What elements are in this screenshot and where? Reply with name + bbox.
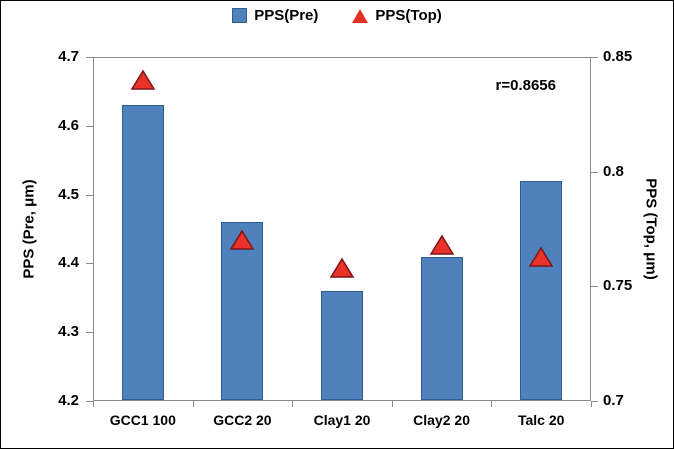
left-axis-tick-label: 4.3 [58, 323, 79, 341]
category-label: Talc 20 [517, 412, 565, 428]
left-axis-tick [86, 125, 93, 127]
legend-item-top: PPS(Top) [352, 7, 442, 24]
triangle-marker-Talc 20 [528, 246, 554, 267]
left-axis-tick-label: 4.4 [58, 254, 79, 272]
bottom-axis-tick [591, 401, 592, 407]
legend-item-pre: PPS(Pre) [232, 7, 318, 24]
right-axis-tick-label: 0.8 [603, 162, 624, 180]
left-axis-tick [86, 332, 93, 334]
category-label: Clay1 20 [313, 412, 371, 428]
legend: PPS(Pre) PPS(Top) [1, 7, 673, 24]
left-axis-tick-label: 4.2 [58, 392, 79, 409]
bar-GCC1 100 [121, 105, 164, 400]
bottom-axis-tick [93, 401, 94, 407]
left-axis-tick-label: 4.5 [58, 185, 79, 203]
left-axis-tick-label: 4.7 [58, 48, 79, 65]
right-axis-tick [591, 286, 598, 288]
right-axis-tick-label: 0.7 [603, 392, 624, 409]
legend-pre-label: PPS(Pre) [254, 7, 319, 24]
left-axis-tick [86, 194, 93, 196]
category-label: GCC2 20 [213, 412, 272, 428]
left-axis-tick-label: 4.6 [58, 116, 79, 134]
category-label: Clay2 20 [413, 412, 470, 428]
right-axis-tick-label: 0.85 [603, 48, 633, 65]
triangle-marker-GCC2 20 [230, 230, 255, 251]
bottom-axis-tick [491, 401, 493, 407]
right-axis-tick-label: 0.75 [603, 277, 633, 295]
bottom-axis-tick [292, 401, 294, 407]
correlation-annotation: r=0.8656 [495, 77, 556, 94]
left-axis-tick [86, 401, 93, 402]
legend-top-label: PPS(Top) [375, 7, 442, 24]
right-axis-title: PPS (Top, μm) [642, 178, 660, 280]
left-axis-tick [86, 57, 93, 58]
bar-Clay1 20 [321, 290, 363, 400]
right-axis-tick [591, 57, 598, 58]
triangle-marker-Clay1 20 [329, 257, 355, 278]
bar-Clay2 20 [420, 256, 463, 400]
triangle-marker-GCC1 100 [130, 69, 156, 90]
right-axis-tick [591, 401, 598, 402]
right-axis-tick [591, 171, 598, 173]
bar-Talc 20 [520, 180, 563, 400]
triangle-marker-Clay2 20 [429, 234, 454, 255]
triangle-swatch-icon [352, 8, 369, 23]
bar-swatch-icon [232, 8, 248, 23]
left-axis-tick [86, 263, 93, 265]
bar-GCC2 20 [221, 222, 264, 400]
category-label: GCC1 100 [109, 412, 176, 428]
bottom-axis-tick [391, 401, 393, 407]
bottom-axis-tick [192, 401, 194, 407]
